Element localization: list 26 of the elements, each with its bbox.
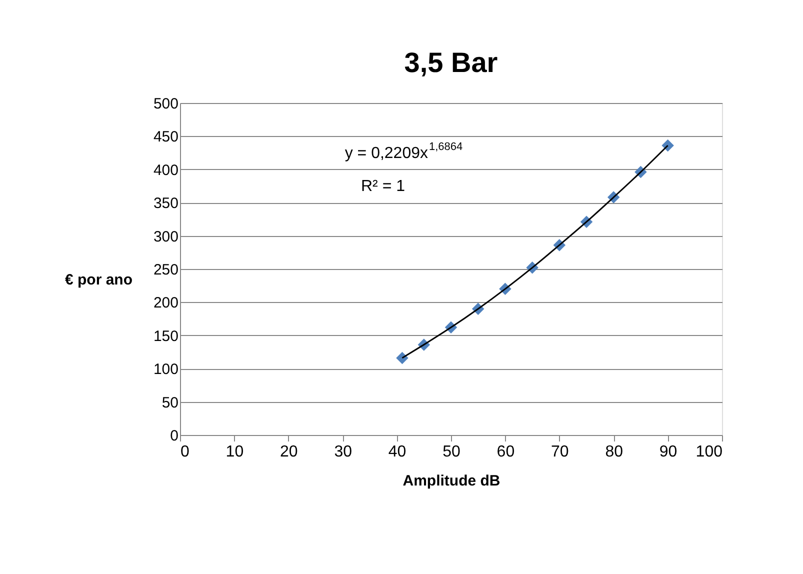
y-tick-label: 0: [170, 428, 178, 444]
annotation: R² = 1: [360, 178, 406, 195]
x-tick-label: 0: [180, 444, 190, 460]
x-tick-label: 50: [442, 444, 460, 460]
x-tick-label: 70: [551, 444, 569, 460]
y-tick-label: 200: [153, 294, 178, 312]
y-tick-label: 400: [153, 162, 178, 179]
x-tick-label: 30: [334, 444, 352, 460]
y-axis-title: € por ano: [64, 272, 132, 288]
x-tick-label: 40: [388, 444, 406, 460]
x-tick-label: 20: [280, 444, 298, 460]
y-tick-label: 350: [153, 195, 178, 212]
x-tick-label: 60: [496, 444, 515, 460]
y-tick-label: 300: [153, 228, 178, 246]
y-tick-label: 250: [153, 262, 178, 278]
x-axis-title: Amplitude dB: [402, 472, 500, 490]
chart-title: 3,5 Bar: [404, 47, 498, 78]
x-tick-label: 80: [605, 444, 624, 460]
y-tick-label: 450: [153, 128, 178, 146]
x-tick-label: 90: [659, 444, 678, 460]
y-tick-label: 50: [162, 394, 178, 412]
y-tick-label: 500: [153, 96, 178, 112]
x-tick-label: 10: [226, 444, 244, 460]
y-tick-label: 100: [153, 361, 178, 378]
y-tick-label: 150: [153, 328, 178, 345]
x-tick-label: 100: [696, 444, 723, 460]
